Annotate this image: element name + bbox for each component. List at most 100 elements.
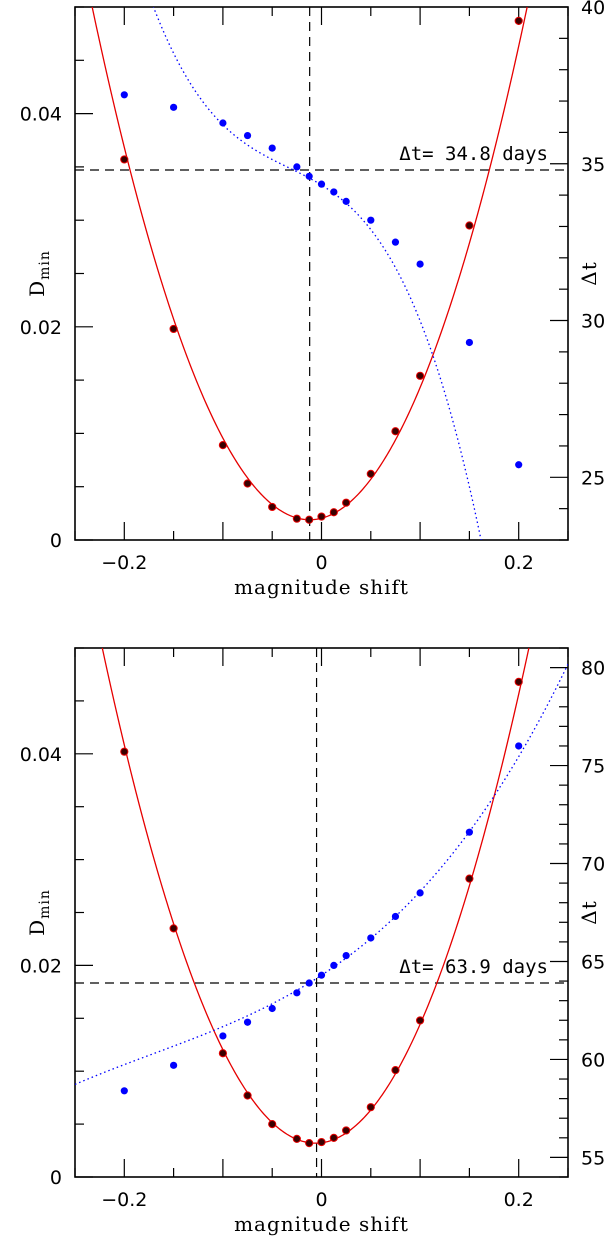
chart-1-dmin-point <box>305 515 314 524</box>
chart-1-dmin-point <box>169 324 178 334</box>
chart-2-dt-point <box>170 1061 178 1069</box>
chart-2-dt-point <box>391 912 400 921</box>
chart-1-dt-point <box>391 238 400 246</box>
chart-1-dt-point <box>219 119 227 127</box>
chart-1-y-axis-label: Dmin <box>25 250 53 297</box>
chart-1-x-tick-label: −0.2 <box>101 552 147 574</box>
chart-2-dt-point <box>219 1032 227 1040</box>
chart-1-y2-tick-label: 25 <box>581 467 605 489</box>
chart-1-dt-point <box>268 144 276 152</box>
chart-1-dt-point <box>243 131 252 140</box>
chart-1-y-axis-label-sub: min <box>37 250 53 280</box>
chart-2-dmin-point <box>317 1137 326 1147</box>
chart-2-dmin-point <box>465 874 474 883</box>
chart-2-y2-axis-label: Δt <box>577 900 601 924</box>
chart-2-dt-point <box>293 989 301 997</box>
chart-1-dmin-point <box>120 155 129 164</box>
chart-2-dt-point <box>120 1087 128 1095</box>
chart-2-y2-tick-label: 60 <box>581 1049 605 1071</box>
chart-1-dmin-point <box>329 508 338 517</box>
chart-2-dmin-point <box>268 1120 277 1129</box>
chart-1-dmin-point <box>391 427 400 436</box>
chart-1-y2-tick-label: 35 <box>581 154 605 176</box>
chart-2-y-axis-label-sub: min <box>37 889 53 919</box>
chart-1-dt-point <box>342 197 350 205</box>
chart-2-dmin-point <box>416 1016 425 1025</box>
chart-1-y-tick-label: 0 <box>50 530 62 552</box>
chart-2-dt-point <box>305 979 313 987</box>
chart-2-dmin-point <box>243 1091 252 1100</box>
chart-1-dmin-point <box>218 441 227 450</box>
chart-1-dt-point <box>293 163 301 171</box>
chart-1-dmin-point <box>465 221 474 230</box>
chart-2-dt-point <box>465 828 473 836</box>
chart-1-dt-point <box>515 461 523 469</box>
chart-2-x-axis-label: magnitude shift <box>234 1212 409 1236</box>
chart-2-x-tick-label: 0.2 <box>504 1189 534 1211</box>
chart-2-annotation: Δt= 63.9 days <box>399 956 548 978</box>
chart-1-dmin-point <box>292 514 301 523</box>
chart-2-dmin-point <box>292 1134 301 1144</box>
chart-2-dmin-point <box>391 1066 400 1075</box>
chart-1-dt-point <box>170 103 178 111</box>
chart-1-dmin-point <box>342 498 351 507</box>
chart-2-y-axis-label: Dmin <box>25 889 53 936</box>
chart-2-y-axis-label-main: D <box>25 919 49 936</box>
chart-1-y-tick-label: 0.02 <box>20 317 62 339</box>
chart-2-y-tick-label: 0.04 <box>20 744 62 766</box>
chart-2-dmin-point <box>218 1049 227 1058</box>
chart-1-x-tick-label: 0.2 <box>504 552 534 574</box>
chart-2-y2-tick-label: 55 <box>581 1147 605 1169</box>
chart-2-dt-point <box>317 971 326 979</box>
chart-1-dmin-point <box>514 16 523 25</box>
chart-1-dt-point <box>305 172 313 180</box>
chart-2-dt-point <box>243 1018 252 1026</box>
chart-2-dmin-point <box>514 677 523 686</box>
chart-2-x-tick-label: 0 <box>315 1189 327 1211</box>
chart-1-dt-point <box>330 188 338 196</box>
chart-2-dt-point <box>416 889 424 897</box>
chart-1-dmin-point <box>243 479 252 488</box>
chart-2-dmin-point <box>305 1139 314 1148</box>
chart-2-dt-point <box>268 1004 276 1013</box>
chart-1-x-tick-label: 0 <box>315 552 327 574</box>
chart-2-y2-tick-label: 70 <box>581 854 605 876</box>
chart-2-dt-point <box>342 952 350 960</box>
chart-1-y2-axis-label: Δt <box>577 261 601 285</box>
chart-1-annotation: Δt= 34.8 days <box>399 143 548 165</box>
chart-2-dmin-point <box>342 1126 351 1135</box>
chart-1: −0.2 0 0.2 0 0.02 0.04 25 30 35 40 magnitude shift… <box>20 0 606 599</box>
chart-2-dt-fit-curve <box>75 663 568 1086</box>
chart-1-dt-point <box>120 91 128 99</box>
chart-1-dmin-point <box>366 469 375 479</box>
chart-2-y2-tick-label: 80 <box>581 658 605 680</box>
chart-2-frame <box>74 647 569 1178</box>
chart-2-y2-tick-label: 65 <box>581 951 605 973</box>
chart-2: −0.2 0 0.2 0 0.02 0.04 55 60 65 70 75 80 magnitude s… <box>20 647 605 1236</box>
chart-2-dmin-point <box>329 1133 338 1142</box>
chart-1-y-tick-label: 0.04 <box>20 104 62 126</box>
chart-1-dt-point <box>416 260 424 268</box>
chart-2-dmin-point <box>366 1103 375 1112</box>
chart-2-dt-point <box>330 961 338 970</box>
chart-1-y-axis-label-main: D <box>25 280 49 297</box>
chart-1-dmin-point <box>317 512 326 521</box>
chart-1-dt-point <box>465 338 473 347</box>
chart-2-y-tick-label: 0 <box>50 1167 62 1189</box>
chart-1-dt-point <box>317 180 326 188</box>
chart-2-dt-point <box>515 742 523 750</box>
chart-1-dmin-point <box>268 502 277 512</box>
chart-2-dt-point <box>367 934 375 942</box>
chart-1-dmin-point <box>416 371 425 380</box>
chart-1-dt-point <box>367 216 375 224</box>
chart-1-frame <box>74 6 569 541</box>
chart-1-x-axis-label: magnitude shift <box>234 575 409 599</box>
chart-2-dmin-point <box>120 747 129 756</box>
chart-2-y-tick-label: 0.02 <box>20 955 62 977</box>
chart-2-x-tick-label: −0.2 <box>101 1189 147 1211</box>
chart-1-y2-tick-label: 30 <box>581 311 605 333</box>
chart-1-y2-tick-label: 40 <box>581 0 605 19</box>
chart-2-y2-tick-label: 75 <box>581 756 605 778</box>
chart-2-dmin-point <box>169 924 178 933</box>
